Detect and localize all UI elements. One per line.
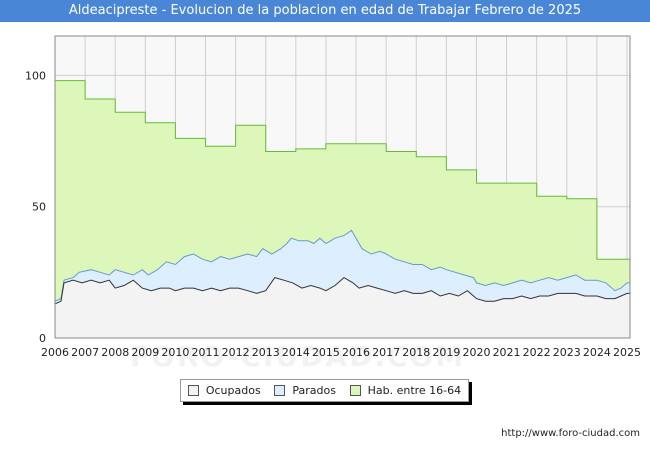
- x-tick-label: 2021: [493, 346, 521, 359]
- x-tick-label: 2018: [402, 346, 430, 359]
- legend-swatch-parados: [274, 385, 286, 396]
- x-tick-label: 2008: [101, 346, 129, 359]
- axis-layer: 2006 2007 2008 2009 2010 2011 2012 2013 2014 2015…: [25, 35, 641, 359]
- x-tick-label: 2015: [312, 346, 340, 359]
- x-tick-label: 2012: [222, 346, 250, 359]
- x-tick-label: 2025: [613, 346, 641, 359]
- legend-label-parados: Parados: [292, 384, 336, 397]
- x-tick-label: 2011: [192, 346, 220, 359]
- legend-item-hab: Hab. entre 16-64: [349, 384, 462, 397]
- x-tick-label: 2019: [432, 346, 460, 359]
- x-tick-label: 2017: [372, 346, 400, 359]
- y-tick-label: 100: [25, 69, 46, 82]
- x-tick-label: 2010: [161, 346, 189, 359]
- x-tick-label: 2007: [71, 346, 99, 359]
- x-tick-label: 2024: [583, 346, 611, 359]
- series-layer: [54, 80, 630, 338]
- y-tick-label: 50: [32, 201, 46, 214]
- legend-label-ocupados: Ocupados: [205, 384, 261, 397]
- x-tick-label: 2020: [462, 346, 490, 359]
- source-credit: http://www.foro-ciudad.com: [501, 428, 640, 439]
- x-tick-label: 2022: [523, 346, 551, 359]
- x-tick-label: 2016: [342, 346, 370, 359]
- series-line-hab-entre-16-64: [55, 80, 630, 260]
- watermark: FORO-CIUDAD.COM: [130, 340, 466, 373]
- x-tick-label: 2014: [282, 346, 310, 359]
- series-line-ocupados: [54, 276, 630, 305]
- plot-border: [54, 35, 631, 339]
- legend-swatch-ocupados: [187, 385, 199, 396]
- x-tick-label: 2013: [252, 346, 280, 359]
- legend-label-hab: Hab. entre 16-64: [367, 384, 462, 397]
- series-line-parados: [54, 229, 630, 302]
- legend: Ocupados Parados Hab. entre 16-64: [180, 379, 469, 402]
- legend-swatch-hab: [349, 385, 361, 396]
- x-tick-label: 2009: [131, 346, 159, 359]
- chart-title: Aldeacipreste - Evolucion de la poblacio…: [0, 0, 650, 22]
- legend-item-ocupados: Ocupados: [187, 384, 261, 397]
- series-area-ocupados: [55, 277, 630, 338]
- y-tick-label: 0: [39, 332, 46, 345]
- legend-item-parados: Parados: [274, 384, 336, 397]
- x-tick-label: 2023: [553, 346, 581, 359]
- x-tick-label: 2006: [41, 346, 69, 359]
